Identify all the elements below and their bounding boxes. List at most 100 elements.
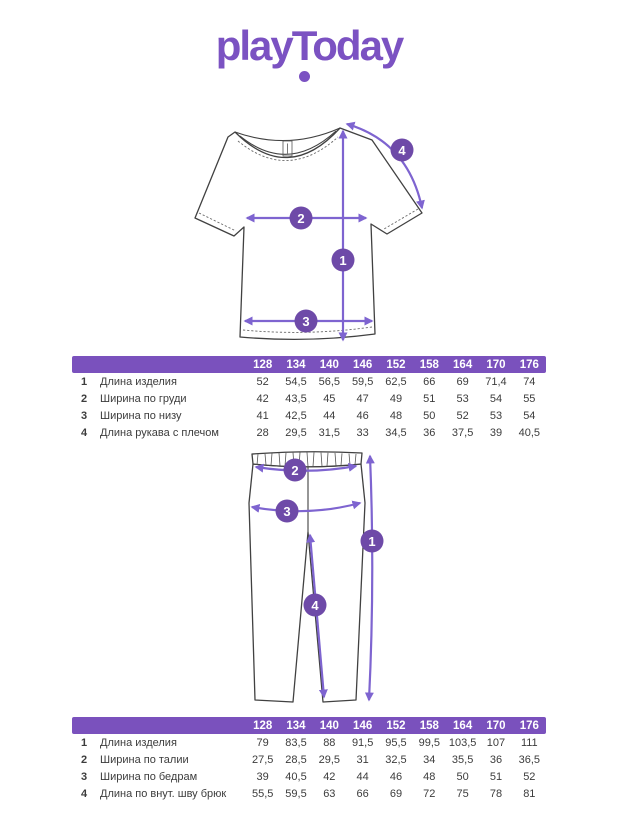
value-cell: 34	[423, 753, 436, 766]
row-number: 3	[80, 409, 88, 422]
value-cell: 75	[456, 787, 469, 800]
left-cuff-stitching	[198, 212, 237, 232]
row-label: Ширина по низу	[100, 409, 182, 422]
svg-text:1: 1	[368, 534, 375, 549]
row-label: Длина рукава с плечом	[100, 426, 219, 439]
pants-size-table: 128 134 140 146 152 158 164 170 176 1 Длина издел…	[72, 717, 546, 802]
value-cell: 37,5	[451, 426, 474, 439]
value-cell: 54	[489, 392, 503, 405]
value-cell: 59,5	[351, 375, 374, 388]
value-cell: 29,5	[318, 753, 341, 766]
value-cell: 111	[520, 736, 538, 749]
size-header-cell: 140	[312, 356, 346, 373]
row-label: Ширина по бедрам	[100, 770, 198, 783]
value-cell: 40,5	[518, 426, 541, 439]
value-cell: 66	[356, 787, 369, 800]
tshirt-diagram: 1 2 3 4	[194, 121, 425, 342]
tshirt-outline	[194, 127, 423, 341]
measurement-row: 3 Ширина по низу 41 42,5 44 46 48 50 52 53 54	[72, 407, 546, 424]
value-cell: 36	[489, 753, 503, 766]
row-number: 4	[80, 787, 88, 800]
value-cell: 41	[256, 409, 269, 422]
value-cell: 63	[323, 787, 336, 800]
value-cell: 52	[456, 409, 469, 422]
brand-logo: playToday	[215, 22, 405, 69]
measurement-row: 1 Длина изделия 79 83,5 88 91,5 95,5 99,5 103,5 1…	[72, 734, 546, 751]
svg-text:3: 3	[302, 314, 309, 329]
back-collar-line	[234, 127, 341, 142]
value-cell: 42	[323, 770, 336, 783]
value-cell: 34,5	[385, 426, 407, 439]
value-cell: 49	[389, 392, 403, 405]
value-cell: 28,5	[285, 753, 307, 766]
value-cell: 56,5	[318, 375, 341, 388]
value-cell: 78	[489, 787, 503, 800]
value-cell: 59,5	[285, 787, 307, 800]
tshirt-size-table: 128 134 140 146 152 158 164 170 176 1 Длина издел…	[72, 356, 546, 441]
size-header-cell: 152	[379, 356, 413, 373]
value-cell: 107	[486, 736, 506, 749]
value-cell: 32,5	[385, 753, 407, 766]
inseam-arrow	[306, 533, 328, 699]
size-header-cell: 128	[246, 717, 280, 734]
value-cell: 62,5	[385, 375, 407, 388]
size-header-row: 128 134 140 146 152 158 164 170 176	[72, 356, 546, 373]
value-cell: 48	[423, 770, 436, 783]
value-cell: 51	[423, 392, 436, 405]
value-cell: 81	[523, 787, 536, 800]
pants-outline	[248, 463, 366, 703]
measurement-point-1: 1	[331, 248, 355, 272]
row-number: 4	[80, 426, 88, 439]
row-number: 3	[80, 770, 88, 783]
value-cell: 44	[356, 770, 369, 783]
value-cell: 42	[256, 392, 269, 405]
size-header-cell: 176	[512, 356, 546, 373]
size-table-header: 128 134 140 146 152 158 164 170 176	[72, 356, 546, 373]
svg-text:2: 2	[297, 211, 304, 226]
value-cell: 99,5	[418, 736, 441, 749]
value-cell: 54,5	[285, 375, 307, 388]
header-spacer	[72, 717, 96, 734]
size-header-cell: 170	[479, 356, 513, 373]
value-cell: 69	[456, 375, 469, 388]
right-cuff-stitching	[383, 208, 419, 230]
size-header-cell: 176	[512, 717, 546, 734]
value-cell: 44	[323, 409, 336, 422]
value-cell: 46	[389, 770, 403, 783]
size-header-cell: 140	[312, 717, 346, 734]
value-cell: 36,5	[518, 753, 541, 766]
row-label: Ширина по груди	[100, 392, 187, 405]
svg-text:4: 4	[311, 598, 319, 613]
value-cell: 31,5	[318, 426, 341, 439]
svg-text:3: 3	[283, 504, 290, 519]
measurement-row: 4 Длина по внут. шву брюк 55,5 59,5 63 66 69 72…	[72, 785, 546, 802]
size-header-cell: 158	[412, 717, 446, 734]
size-header-cell: 170	[479, 717, 513, 734]
measurement-row: 2 Ширина по талии 27,5 28,5 29,5 31 32,5 34 35,5…	[72, 751, 546, 768]
header-spacer	[96, 356, 246, 373]
hip-width-arrow	[250, 500, 362, 513]
hem-stitching	[242, 326, 373, 333]
value-cell: 54	[523, 409, 536, 422]
row-label: Длина по внут. шву брюк	[100, 787, 227, 800]
size-header-cell: 146	[345, 717, 380, 734]
value-cell: 55,5	[251, 787, 274, 800]
value-cell: 39	[489, 426, 503, 439]
value-cell: 48	[389, 409, 403, 422]
value-cell: 103,5	[448, 736, 477, 749]
size-header-cell: 128	[246, 356, 280, 373]
value-cell: 42,5	[285, 409, 307, 422]
measurement-point-4: 4	[390, 138, 414, 162]
svg-text:4: 4	[398, 143, 406, 158]
value-cell: 35,5	[451, 753, 474, 766]
value-cell: 40,5	[285, 770, 307, 783]
value-cell: 31	[356, 753, 369, 766]
value-cell: 29,5	[285, 426, 307, 439]
value-cell: 47	[356, 392, 369, 405]
waist-width-arrow	[254, 462, 358, 473]
header-spacer	[96, 717, 246, 734]
value-cell: 28	[256, 426, 269, 439]
measurement-row: 4 Длина рукава с плечом 28 29,5 31,5 33 34,5 36…	[72, 424, 546, 441]
value-cell: 50	[456, 770, 469, 783]
